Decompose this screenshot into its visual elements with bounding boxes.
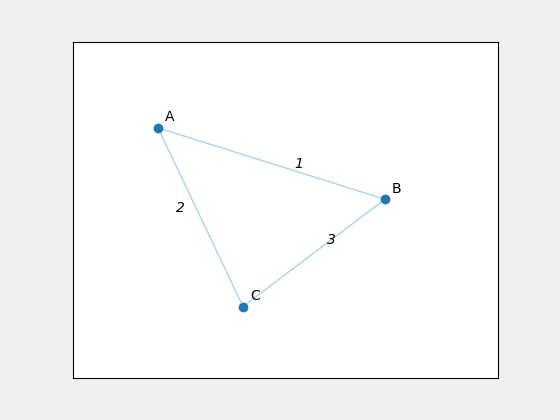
Text: B: B bbox=[391, 182, 402, 196]
Text: A: A bbox=[165, 110, 174, 124]
Text: 3: 3 bbox=[327, 234, 335, 247]
Text: C: C bbox=[250, 289, 260, 303]
Text: 2: 2 bbox=[176, 201, 185, 215]
Text: 1: 1 bbox=[294, 157, 303, 171]
